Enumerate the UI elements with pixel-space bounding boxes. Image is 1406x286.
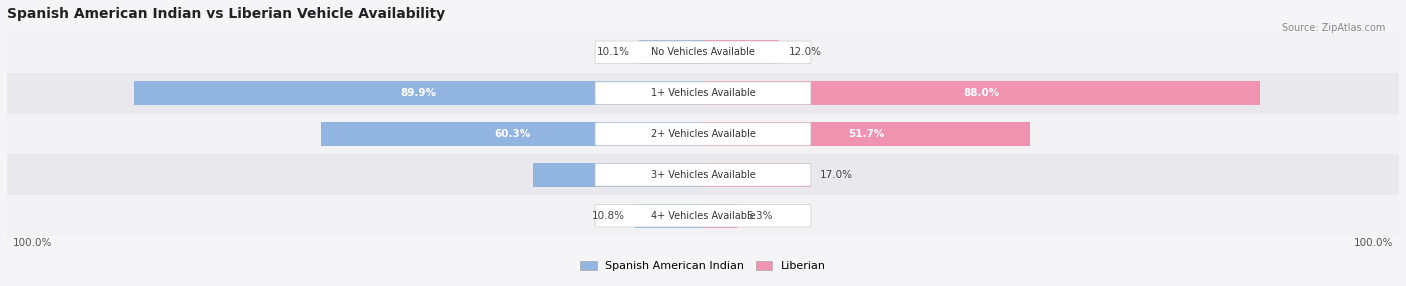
Text: 1+ Vehicles Available: 1+ Vehicles Available	[651, 88, 755, 98]
Text: 4+ Vehicles Available: 4+ Vehicles Available	[651, 211, 755, 221]
Text: 10.1%: 10.1%	[596, 47, 630, 57]
Bar	[703, 81, 1260, 105]
Text: 2+ Vehicles Available: 2+ Vehicles Available	[651, 129, 755, 139]
Text: 26.9%: 26.9%	[600, 170, 636, 180]
Text: 100.0%: 100.0%	[13, 238, 52, 248]
Bar	[322, 122, 703, 146]
Text: Source: ZipAtlas.com: Source: ZipAtlas.com	[1281, 23, 1385, 33]
FancyBboxPatch shape	[595, 123, 811, 145]
Text: 10.8%: 10.8%	[592, 211, 626, 221]
FancyBboxPatch shape	[595, 82, 811, 104]
Text: 3+ Vehicles Available: 3+ Vehicles Available	[651, 170, 755, 180]
Bar	[7, 154, 1399, 195]
Bar	[703, 122, 1031, 146]
Bar	[7, 73, 1399, 114]
Bar	[703, 163, 811, 187]
FancyBboxPatch shape	[595, 204, 811, 227]
Text: Spanish American Indian vs Liberian Vehicle Availability: Spanish American Indian vs Liberian Vehi…	[7, 7, 446, 21]
Legend: Spanish American Indian, Liberian: Spanish American Indian, Liberian	[575, 256, 831, 275]
Text: 89.9%: 89.9%	[401, 88, 437, 98]
Bar	[634, 204, 703, 228]
Bar	[7, 195, 1399, 236]
Bar	[703, 40, 779, 64]
Text: 88.0%: 88.0%	[963, 88, 1000, 98]
Text: 5.3%: 5.3%	[747, 211, 772, 221]
Text: No Vehicles Available: No Vehicles Available	[651, 47, 755, 57]
Bar	[703, 204, 737, 228]
Bar	[640, 40, 703, 64]
Bar	[7, 32, 1399, 73]
Text: 51.7%: 51.7%	[848, 129, 884, 139]
Bar	[533, 163, 703, 187]
Bar	[134, 81, 703, 105]
Text: 17.0%: 17.0%	[820, 170, 853, 180]
Bar	[7, 114, 1399, 154]
Text: 12.0%: 12.0%	[789, 47, 821, 57]
Text: 60.3%: 60.3%	[494, 129, 530, 139]
FancyBboxPatch shape	[595, 164, 811, 186]
FancyBboxPatch shape	[595, 41, 811, 63]
Text: 100.0%: 100.0%	[1354, 238, 1393, 248]
